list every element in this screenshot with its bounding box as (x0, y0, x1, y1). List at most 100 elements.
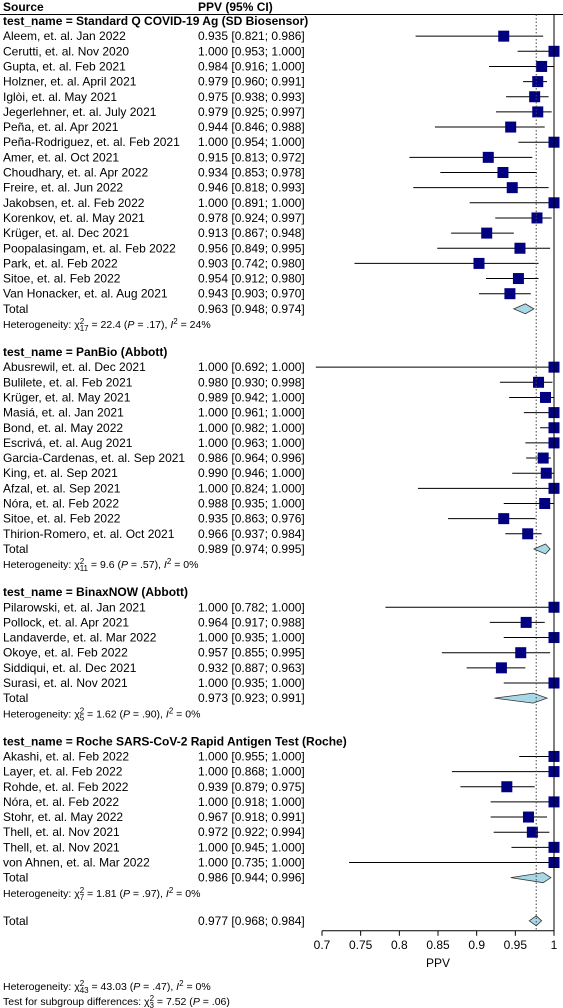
estimate-label: 0.954 [0.912; 0.980] (198, 272, 305, 286)
heterogeneity: Heterogeneity: χ2 43 = 43.03 (P = .47), I… (3, 979, 211, 995)
heterogeneity-part: = .57), (128, 559, 164, 571)
heterogeneity-part: I (166, 708, 169, 720)
heterogeneity-part: Test for subgroup differences: χ (3, 996, 150, 1008)
estimate-label: 0.964 [0.917; 0.988] (198, 615, 305, 629)
study-label: Total (3, 542, 28, 556)
estimate-label: 1.000 [0.868; 1.000] (198, 765, 305, 779)
heterogeneity-part: = .90), (130, 708, 166, 720)
study-label: Cerutti, et. al. Nov 2020 (3, 44, 129, 58)
heterogeneity-part: = 1.62 ( (84, 708, 123, 720)
heterogeneity-part: 11 (80, 564, 89, 573)
pooled-diamond (528, 915, 543, 927)
heterogeneity-part: = 0% (173, 708, 200, 720)
estimate-label: 0.986 [0.964; 0.996] (198, 451, 305, 465)
study-label: Thell, et. al. Nov 2021 (3, 840, 120, 854)
estimate-label: 0.932 [0.887; 0.963] (198, 661, 305, 675)
heterogeneity-part: P (123, 708, 130, 720)
heterogeneity-part: = .17), (134, 319, 170, 331)
point-estimate (495, 662, 507, 674)
heterogeneity-part: P (123, 888, 130, 900)
estimate-label: 0.984 [0.916; 1.000] (198, 59, 305, 73)
study-label: Stohr, et. al. May 2022 (3, 810, 123, 824)
estimate-label: 0.975 [0.938; 0.993] (198, 90, 305, 104)
heterogeneity-part: Heterogeneity: χ (3, 708, 80, 720)
heterogeneity-part: 2 (169, 706, 174, 715)
estimate-label: 0.989 [0.942; 1.000] (198, 390, 305, 404)
pooled-diamond (532, 543, 551, 555)
heterogeneity: Heterogeneity: χ2 11 = 9.6 (P = .57), I2 … (3, 557, 198, 573)
point-estimate (497, 167, 509, 178)
group-title: test_name = Roche SARS-CoV-2 Rapid Antig… (3, 734, 347, 748)
pooled-diamond (512, 303, 535, 315)
heterogeneity-part: 2 (179, 979, 184, 988)
estimate-label: 1.000 [0.935; 1.000] (198, 631, 305, 645)
study-label: Okoye, et. al. Feb 2022 (3, 646, 128, 660)
heterogeneity-part: Heterogeneity: χ (3, 559, 80, 571)
heterogeneity-part: I (166, 888, 169, 900)
heterogeneity-part: P (127, 319, 134, 331)
estimate-label: 0.980 [0.930; 0.998] (198, 375, 305, 389)
study-label: Aleem, et. al. Jan 2022 (3, 29, 126, 43)
x-tick-label: 0.75 (349, 938, 373, 952)
heterogeneity-part: P (193, 996, 200, 1008)
point-estimate (522, 811, 534, 823)
estimate-label: 0.915 [0.813; 0.972] (198, 150, 305, 164)
heterogeneity-part: = .06) (200, 996, 230, 1008)
point-estimate (498, 30, 510, 42)
estimate-label: 0.979 [0.925; 0.997] (198, 105, 305, 119)
heterogeneity: Heterogeneity: χ2 17 = 22.4 (P = .17), I2… (3, 317, 211, 333)
header-source: Source (3, 0, 44, 14)
estimate-label: 1.000 [0.961; 1.000] (198, 406, 305, 420)
pooled-diamond (494, 692, 549, 704)
estimate-label: 0.966 [0.937; 0.984] (198, 527, 305, 541)
heterogeneity-part: = 43.03 ( (89, 981, 134, 993)
heterogeneity-part: = .97), (130, 888, 166, 900)
point-estimate (532, 76, 544, 88)
study-label: Rohde, et. al. Feb 2022 (3, 780, 129, 794)
point-estimate (539, 391, 551, 403)
estimate-label: 0.944 [0.846; 0.988] (198, 120, 305, 134)
study-label: Freire, et. al. Jun 2022 (3, 181, 123, 195)
heterogeneity-part: = 24% (178, 319, 211, 331)
estimate-label: 1.000 [0.824; 1.000] (198, 481, 305, 495)
estimate-label: 0.963 [0.948; 0.974] (198, 302, 305, 316)
heterogeneity-part: I (176, 981, 179, 993)
heterogeneity-part: 7 (80, 893, 85, 902)
group-title: test_name = PanBio (Abbott) (3, 345, 167, 359)
estimate-label: 0.903 [0.742; 0.980] (198, 256, 305, 270)
point-estimate (539, 498, 551, 509)
point-estimate (537, 452, 549, 464)
heterogeneity-part: I (170, 319, 173, 331)
study-label: Jakobsen, et. al. Feb 2022 (3, 196, 145, 210)
study-label: Abusrewil, et. al. Dec 2021 (3, 360, 146, 374)
heterogeneity-part: = 0% (184, 981, 211, 993)
estimate-label: 0.913 [0.867; 0.948] (198, 226, 305, 240)
x-axis-label: PPV (426, 956, 450, 970)
point-estimate (520, 616, 532, 628)
heterogeneity-part: P (133, 981, 140, 993)
estimate-label: 1.000 [0.963; 1.000] (198, 436, 305, 450)
estimate-label: 0.946 [0.818; 0.993] (198, 181, 305, 195)
study-label: King, et. al. Sep 2021 (3, 466, 118, 480)
heterogeneity-part: 3 (150, 1001, 155, 1008)
point-estimate (512, 273, 524, 285)
study-label: Bond, et. al. May 2022 (3, 421, 123, 435)
point-estimate (514, 242, 526, 254)
estimate-label: 0.990 [0.946; 1.000] (198, 466, 305, 480)
study-label: Garcia-Cardenas, et. al. Sep 2021 (3, 451, 185, 465)
heterogeneity-part: Heterogeneity: χ (3, 981, 80, 993)
study-label: Iglòi, et. al. May 2021 (3, 90, 117, 104)
estimate-label: 1.000 [0.735; 1.000] (198, 856, 305, 870)
heterogeneity-part: 2 (150, 994, 155, 1003)
estimate-label: 1.000 [0.782; 1.000] (198, 600, 305, 614)
heterogeneity-part: P (121, 559, 128, 571)
estimate-label: 0.935 [0.821; 0.986] (198, 29, 305, 43)
study-label: Akashi, et. al. Feb 2022 (3, 749, 129, 763)
study-label: Van Honacker, et. al. Aug 2021 (3, 287, 168, 301)
study-label: Thirion-Romero, et. al. Oct 2021 (3, 527, 175, 541)
point-estimate (536, 60, 548, 72)
heterogeneity-part: = 0% (171, 559, 198, 571)
study-label: Holzner, et. al. April 2021 (3, 75, 137, 89)
heterogeneity-part: = 22.4 ( (89, 319, 128, 331)
